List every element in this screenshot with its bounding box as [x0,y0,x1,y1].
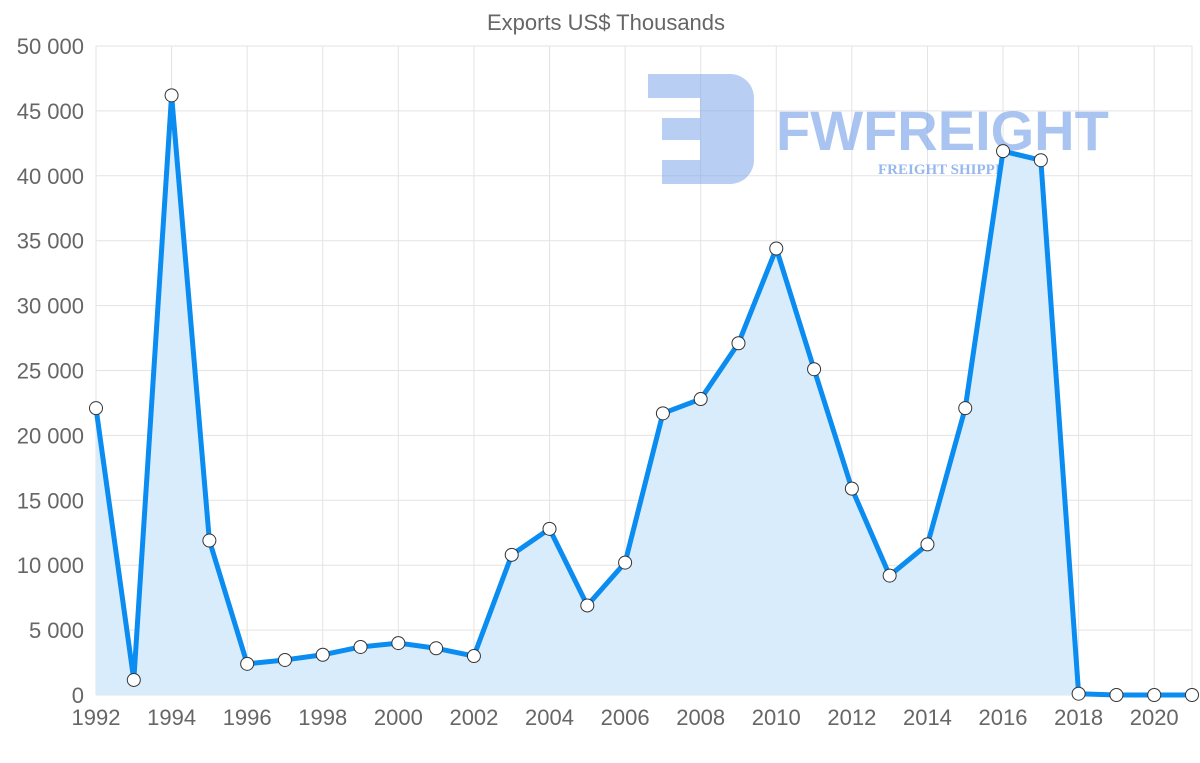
data-point[interactable] [618,555,633,570]
x-tick-label: 2000 [374,705,423,730]
data-point[interactable] [1185,688,1199,702]
data-point[interactable] [126,672,141,687]
data-point[interactable] [391,636,406,651]
data-point[interactable] [277,652,292,667]
y-tick-label: 20 000 [17,423,84,448]
data-point[interactable] [996,144,1011,159]
x-tick-label: 1992 [72,705,121,730]
x-tick-label: 2012 [827,705,876,730]
y-tick-label: 45 000 [17,99,84,124]
data-point[interactable] [1109,688,1124,702]
data-point[interactable] [164,88,179,103]
y-tick-label: 30 000 [17,294,84,319]
watermark-tagline: FREIGHT SHIPPING [878,162,1023,178]
x-tick-label: 2004 [525,705,574,730]
watermark-brand: FWFREIGHT [776,99,1109,162]
x-tick-label: 2002 [449,705,498,730]
watermark-logo: FWFREIGHT FREIGHT SHIPPING [648,74,1109,184]
data-point[interactable] [240,656,255,671]
y-tick-label: 0 [72,683,84,708]
data-point[interactable] [466,649,481,664]
x-tick-label: 2014 [903,705,952,730]
data-point[interactable] [844,481,859,496]
x-tick-label: 2008 [676,705,725,730]
data-point[interactable] [353,639,368,654]
data-point[interactable] [1033,153,1048,168]
chart-title: Exports US$ Thousands [487,10,725,35]
y-tick-label: 25 000 [17,359,84,384]
data-point[interactable] [504,547,519,562]
data-point[interactable] [580,598,595,613]
y-tick-label: 15 000 [17,488,84,513]
data-point[interactable] [1147,688,1162,702]
x-tick-label: 1996 [223,705,272,730]
x-tick-label: 2016 [979,705,1028,730]
data-point[interactable] [958,401,973,416]
data-point[interactable] [882,568,897,583]
y-tick-label: 35 000 [17,229,84,254]
x-tick-label: 2018 [1054,705,1103,730]
data-point[interactable] [1071,686,1086,701]
y-tick-label: 50 000 [17,34,84,59]
data-point[interactable] [315,647,330,662]
x-tick-label: 1998 [298,705,347,730]
data-point[interactable] [202,533,217,548]
series-area [96,95,1192,696]
data-point[interactable] [731,336,746,351]
data-point[interactable] [89,401,103,416]
data-point[interactable] [920,537,935,552]
data-point[interactable] [542,521,557,536]
logo-icon [648,74,754,184]
data-point[interactable] [693,392,708,407]
y-tick-label: 5 000 [29,618,84,643]
x-tick-label: 2010 [752,705,801,730]
data-point[interactable] [769,241,784,256]
data-point[interactable] [429,641,444,656]
data-point[interactable] [807,362,822,377]
data-point[interactable] [655,406,670,421]
y-tick-label: 10 000 [17,553,84,578]
x-tick-label: 2006 [601,705,650,730]
y-tick-label: 40 000 [17,164,84,189]
x-tick-label: 1994 [147,705,196,730]
x-tick-label: 2020 [1130,705,1179,730]
